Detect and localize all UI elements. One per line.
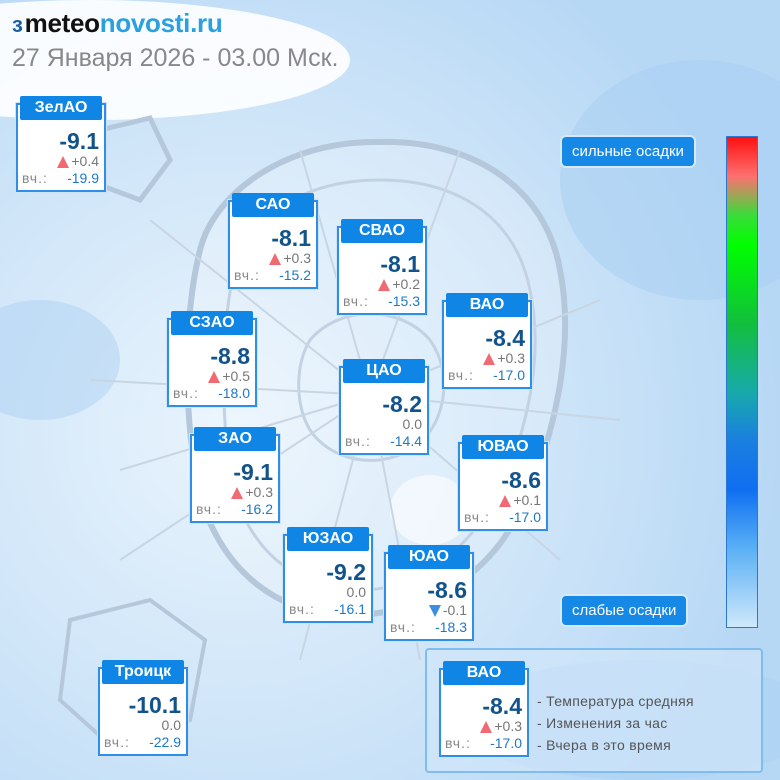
yesterday-label: вч.: <box>173 385 199 401</box>
yesterday-value: -14.4 <box>390 433 422 449</box>
yesterday-label: вч.: <box>390 619 416 635</box>
legend-item-yesterday: - Вчера в это время <box>537 737 671 753</box>
yesterday-value: -22.9 <box>149 734 181 750</box>
district-name: Троицк <box>102 660 184 684</box>
yesterday-value: -16.2 <box>241 501 273 517</box>
temperature-value: -8.6 <box>501 467 541 493</box>
logo-text-meteo: meteo <box>24 8 100 38</box>
legend-item-avg-temp: - Температура средняя <box>537 693 694 709</box>
hourly-change: +0.3 <box>245 484 273 500</box>
district-name: ЮВАО <box>462 435 544 459</box>
temperature-value: -9.1 <box>59 128 99 154</box>
district-name: ЦАО <box>343 359 425 383</box>
scale-label-heavy: сильные осадки <box>562 137 694 166</box>
arrow-up-icon <box>378 279 391 292</box>
temperature-value: -8.1 <box>380 251 420 277</box>
forecast-date: 27 Января 2026 - 03.00 Мск. <box>12 44 339 72</box>
yesterday-label: вч.: <box>343 293 369 309</box>
yesterday-label: вч.: <box>448 367 474 383</box>
district-card-svao: СВАО -8.1 +0.2 вч.: -15.3 <box>337 219 427 315</box>
hourly-change: 0.0 <box>161 717 181 733</box>
temperature-value: -8.1 <box>271 225 311 251</box>
hourly-change: 0.0 <box>346 584 366 600</box>
temperature-value: -10.1 <box>128 692 181 718</box>
scale-label-light: слабые осадки <box>562 596 687 625</box>
legend-sample-card: ВАО -8.4 +0.3 вч.: -17.0 <box>439 661 529 757</box>
temperature-value: -8.6 <box>427 577 467 603</box>
arrow-up-icon <box>231 487 244 500</box>
site-logo[interactable]: ɜmeteonovosti.ru <box>12 6 338 42</box>
temperature-value: -8.4 <box>485 325 525 351</box>
hourly-change: +0.3 <box>494 718 522 734</box>
hourly-change: +0.4 <box>71 153 99 169</box>
hourly-change: +0.3 <box>283 250 311 266</box>
district-card-zelao: ЗелАО -9.1 +0.4 вч.: -19.9 <box>16 96 106 192</box>
hourly-change: +0.1 <box>513 492 541 508</box>
yesterday-value: -17.0 <box>493 367 525 383</box>
district-card-yuvao: ЮВАО -8.6 +0.1 вч.: -17.0 <box>458 435 548 531</box>
yesterday-label: вч.: <box>22 170 48 186</box>
yesterday-value: -17.0 <box>509 509 541 525</box>
precipitation-scale <box>726 136 758 628</box>
yesterday-value: -18.0 <box>218 385 250 401</box>
yesterday-value: -18.3 <box>435 619 467 635</box>
arrow-up-icon <box>208 371 221 384</box>
legend-box: ВАО -8.4 +0.3 вч.: -17.0 - Температура ср… <box>425 648 763 773</box>
legend-list: - Температура средняя - Изменения за час… <box>537 690 694 756</box>
arrow-down-icon <box>428 605 441 618</box>
temperature-value: -9.1 <box>233 459 273 485</box>
district-name: ЮЗАО <box>287 527 369 551</box>
arrow-up-icon <box>480 721 493 734</box>
header: ɜmeteonovosti.ru 27 Января 2026 - 03.00 … <box>12 6 338 73</box>
district-card-sao: САО -8.1 +0.3 вч.: -15.2 <box>228 193 318 289</box>
district-card-szao: СЗАО -8.8 +0.5 вч.: -18.0 <box>167 311 257 407</box>
district-name: ЗелАО <box>20 96 102 120</box>
hourly-change: +0.3 <box>497 350 525 366</box>
yesterday-value: -15.2 <box>279 267 311 283</box>
yesterday-label: вч.: <box>289 601 315 617</box>
district-card-yuzao: ЮЗАО -9.2 0.0 вч.: -16.1 <box>283 527 373 623</box>
yesterday-label: вч.: <box>104 734 130 750</box>
district-card-yuao: ЮАО -8.6 -0.1 вч.: -18.3 <box>384 545 474 641</box>
district-card-troitsk: Троицк -10.1 0.0 вч.: -22.9 <box>98 660 188 756</box>
hourly-change: -0.1 <box>442 602 467 618</box>
district-name: ЗАО <box>194 427 276 451</box>
district-card-cao: ЦАО -8.2 0.0 вч.: -14.4 <box>339 359 429 455</box>
district-name: ВАО <box>443 661 525 685</box>
yesterday-value: -19.9 <box>67 170 99 186</box>
temperature-value: -8.8 <box>210 343 250 369</box>
logo-mark-icon: ɜ <box>12 12 23 37</box>
district-card-zao: ЗАО -9.1 +0.3 вч.: -16.2 <box>190 427 280 523</box>
district-name: ЮАО <box>388 545 470 569</box>
yesterday-value: -16.1 <box>334 601 366 617</box>
yesterday-value: -17.0 <box>490 735 522 751</box>
yesterday-label: вч.: <box>464 509 490 525</box>
yesterday-label: вч.: <box>234 267 260 283</box>
arrow-up-icon <box>269 253 282 266</box>
yesterday-label: вч.: <box>196 501 222 517</box>
district-name: САО <box>232 193 314 217</box>
hourly-change: +0.5 <box>222 368 250 384</box>
temperature-value: -8.4 <box>482 693 522 719</box>
arrow-up-icon <box>57 156 70 169</box>
temperature-value: -9.2 <box>326 559 366 585</box>
arrow-up-icon <box>483 353 496 366</box>
logo-text-novosti: novosti.ru <box>99 8 223 38</box>
district-name: СЗАО <box>171 311 253 335</box>
district-card-vao: ВАО -8.4 +0.3 вч.: -17.0 <box>442 293 532 389</box>
hourly-change: +0.2 <box>392 276 420 292</box>
temperature-value: -8.2 <box>382 391 422 417</box>
district-name: СВАО <box>341 219 423 243</box>
yesterday-label: вч.: <box>345 433 371 449</box>
legend-item-hourly-change: - Изменения за час <box>537 715 668 731</box>
district-name: ВАО <box>446 293 528 317</box>
hourly-change: 0.0 <box>402 416 422 432</box>
yesterday-label: вч.: <box>445 735 471 751</box>
arrow-up-icon <box>499 495 512 508</box>
yesterday-value: -15.3 <box>388 293 420 309</box>
